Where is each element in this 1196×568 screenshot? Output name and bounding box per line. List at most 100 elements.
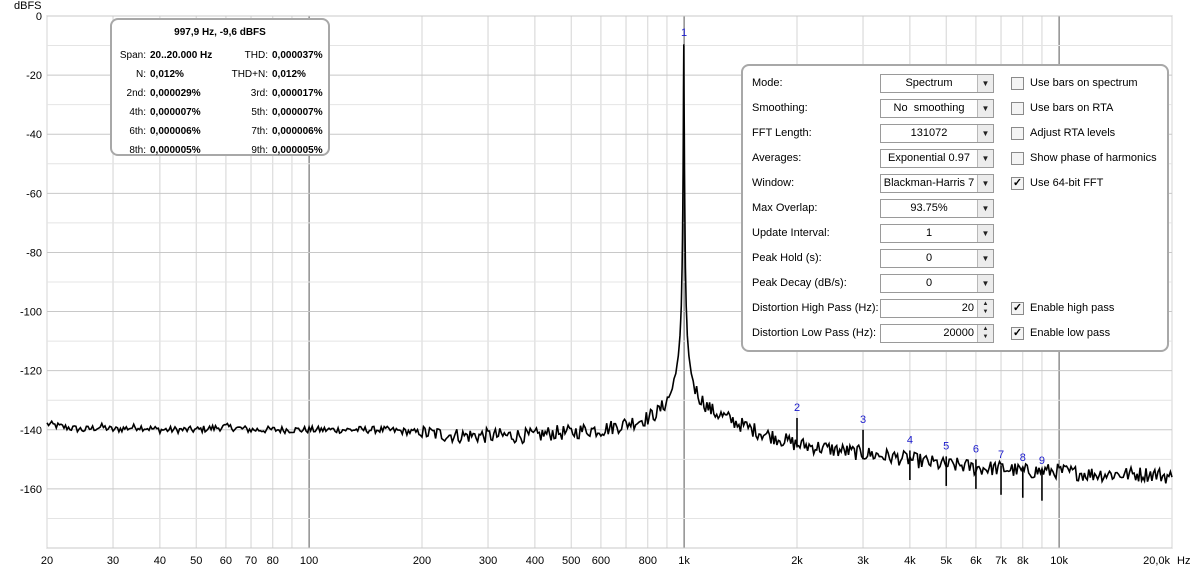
info-key: THD+N: (231, 69, 268, 80)
max-overlap-row: Max Overlap: 93.75% ▼ (752, 198, 994, 218)
x-tick-label: 40 (154, 555, 166, 567)
y-tick-label: -20 (26, 70, 42, 82)
x-tick-label: 30 (107, 555, 119, 567)
checkbox-unchecked-icon[interactable] (1011, 126, 1024, 140)
mode-select[interactable]: Spectrum ▼ (880, 73, 994, 93)
spin-arrows-icon[interactable]: ▲ ▼ (977, 299, 993, 317)
x-tick-label: 200 (413, 555, 431, 567)
averages-select[interactable]: Exponential 0.97 ▼ (880, 148, 994, 168)
y-tick-label: -100 (20, 307, 42, 319)
info-value: 0,000006% (150, 126, 201, 137)
x-tick-label: 800 (639, 555, 657, 567)
enable-low-pass-checkbox[interactable]: ✓ Enable low pass (1011, 323, 1110, 343)
x-tick-label: 400 (526, 555, 544, 567)
info-key: N: (136, 69, 146, 80)
info-value: 0,000005% (272, 145, 323, 156)
info-row: N: 0,012% THD+N: 0,012% (112, 65, 328, 84)
update-interval-select[interactable]: 1 ▼ (880, 223, 994, 243)
info-value: 0,000017% (272, 88, 323, 99)
distortion-low-pass-spinner[interactable]: 20000 ▲ ▼ (880, 323, 994, 343)
use-64-bit-fft-label[interactable]: Use 64-bit FFT (1030, 177, 1104, 189)
x-tick-label: 600 (592, 555, 610, 567)
max-overlap-select[interactable]: 93.75% ▼ (880, 198, 994, 218)
info-row: Span: 20..20.000 Hz THD: 0,000037% (112, 46, 328, 65)
update-interval-label: Update Interval: (752, 227, 830, 239)
spectrum-trace (46, 44, 1173, 485)
smoothing-select[interactable]: No smoothing ▼ (880, 98, 994, 118)
smoothing-label: Smoothing: (752, 102, 808, 114)
mode-value: Spectrum (905, 77, 953, 89)
x-tick-label: 300 (479, 555, 497, 567)
max-overlap-label: Max Overlap: (752, 202, 818, 214)
mode-row: Mode: Spectrum ▼ (752, 73, 994, 93)
averages-row: Averages: Exponential 0.97 ▼ (752, 148, 994, 168)
x-tick-label: 60 (220, 555, 232, 567)
x-tick-labels: 20 30 40 50 60 70 80 100 200 300 400 500 600 800 1k 2k 3… (41, 555, 1171, 567)
checkbox-checked-icon[interactable]: ✓ (1011, 176, 1024, 190)
checkbox-unchecked-icon[interactable] (1011, 101, 1024, 115)
adjust-rta-levels-checkbox[interactable]: Adjust RTA levels (1011, 123, 1115, 143)
use-64-bit-fft-checkbox[interactable]: ✓ Use 64-bit FFT (1011, 173, 1103, 193)
info-value: 0,000007% (150, 107, 201, 118)
info-value: 0,012% (272, 69, 306, 80)
info-key: 6th: (129, 126, 146, 137)
window-value: Blackman-Harris 7 (883, 177, 975, 189)
chevron-down-icon[interactable]: ▼ (977, 149, 993, 167)
enable-high-pass-label[interactable]: Enable high pass (1030, 302, 1115, 314)
use-bars-on-spectrum-label[interactable]: Use bars on spectrum (1030, 77, 1138, 89)
chevron-down-icon[interactable]: ▼ (977, 99, 993, 117)
window-label: Window: (752, 177, 795, 189)
chevron-down-icon[interactable]: ▼ (977, 249, 993, 267)
distortion-low-pass-value[interactable]: 20000 (943, 327, 974, 339)
peak-decay-row: Peak Decay (dB/s): 0 ▼ (752, 273, 994, 293)
adjust-rta-levels-label[interactable]: Adjust RTA levels (1030, 127, 1116, 139)
peak-decay-value: 0 (925, 277, 933, 289)
checkbox-checked-icon[interactable]: ✓ (1011, 301, 1024, 315)
chevron-down-icon[interactable]: ▼ (977, 199, 993, 217)
distortion-high-pass-spinner[interactable]: 20 ▲ ▼ (880, 298, 994, 318)
distortion-low-pass-row: Distortion Low Pass (Hz): 20000 ▲ ▼ (752, 323, 994, 343)
peak-decay-select[interactable]: 0 ▼ (880, 273, 994, 293)
x-tick-label: 20,0k (1143, 555, 1170, 567)
peak-hold-select[interactable]: 0 ▼ (880, 248, 994, 268)
x-tick-label: 5k (940, 555, 952, 567)
x-tick-label: 1k (678, 555, 690, 567)
y-tick-labels: 0 -20 -40 -60 -80 -100 -120 -140 -160 (20, 11, 42, 496)
enable-low-pass-label[interactable]: Enable low pass (1030, 327, 1111, 339)
smoothing-row: Smoothing: No smoothing ▼ (752, 98, 994, 118)
y-tick-label: -160 (20, 484, 42, 496)
use-bars-on-rta-checkbox[interactable]: Use bars on RTA (1011, 98, 1113, 118)
checkbox-checked-icon[interactable]: ✓ (1011, 326, 1024, 340)
peak-hold-label: Peak Hold (s): (752, 252, 822, 264)
chevron-down-icon[interactable]: ▼ (977, 124, 993, 142)
chevron-down-icon[interactable]: ▼ (977, 274, 993, 292)
window-row: Window: Blackman-Harris 7 ▼ (752, 173, 994, 193)
x-tick-label: 3k (857, 555, 869, 567)
chevron-down-icon[interactable]: ▼ (977, 74, 993, 92)
mode-label: Mode: (752, 77, 783, 89)
fft-length-row: FFT Length: 131072 ▼ (752, 123, 994, 143)
peak-readout: 997,9 Hz, -9,6 dBFS (174, 27, 266, 38)
use-bars-on-rta-label[interactable]: Use bars on RTA (1030, 102, 1114, 114)
y-tick-label: -140 (20, 425, 42, 437)
x-tick-label: 80 (267, 555, 279, 567)
chevron-down-icon[interactable]: ▼ (977, 224, 993, 242)
info-value: 0,000029% (150, 88, 201, 99)
harmonic-label: 8 (1020, 452, 1026, 464)
y-tick-label: -40 (26, 129, 42, 141)
window-select[interactable]: Blackman-Harris 7 ▼ (880, 173, 994, 193)
show-phase-of-harmonics-checkbox[interactable]: Show phase of harmonics (1011, 148, 1157, 168)
chevron-down-icon[interactable]: ▼ (977, 174, 993, 192)
harmonic-label: 3 (860, 414, 866, 426)
harmonic-markers: 1 2 3 4 5 6 7 8 9 (681, 27, 1045, 501)
distortion-high-pass-value[interactable]: 20 (961, 302, 974, 314)
use-bars-on-spectrum-checkbox[interactable]: Use bars on spectrum (1011, 73, 1138, 93)
spin-arrows-icon[interactable]: ▲ ▼ (977, 324, 993, 342)
fft-length-select[interactable]: 131072 ▼ (880, 123, 994, 143)
y-tick-label: -60 (26, 188, 42, 200)
checkbox-unchecked-icon[interactable] (1011, 76, 1024, 90)
enable-high-pass-checkbox[interactable]: ✓ Enable high pass (1011, 298, 1114, 318)
show-phase-of-harmonics-label[interactable]: Show phase of harmonics (1030, 152, 1157, 164)
info-key: 2nd: (126, 88, 146, 99)
checkbox-unchecked-icon[interactable] (1011, 151, 1024, 165)
